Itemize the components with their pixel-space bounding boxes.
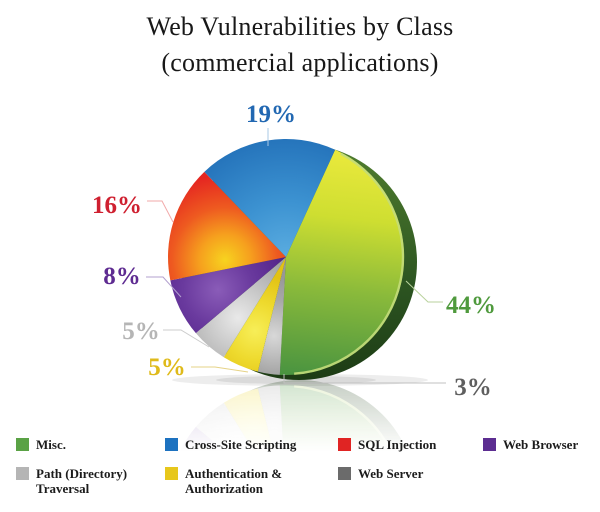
chart-title-line2: (commercial applications) — [161, 48, 439, 77]
chart-title: Web Vulnerabilities by Class (commercial… — [0, 9, 600, 81]
pie-slice-authentication-authorization — [223, 257, 286, 372]
pie-slice-web-browser — [170, 257, 286, 334]
pie-slice-cross-site-scripting — [204, 139, 336, 257]
pie-slice-misc — [279, 149, 405, 376]
leader-line-path-directory-traversal — [163, 329, 210, 348]
pie-body — [168, 139, 417, 380]
leader-line-web-server — [283, 374, 446, 384]
leader-line-sql-injection — [147, 200, 174, 223]
pie-callouts: 44% 3% 5% 5% 8% 16% 19% — [92, 101, 496, 401]
leader-line-misc — [405, 280, 443, 303]
slice-percent-label-misc: 44% — [446, 292, 496, 319]
slice-percent-label-authentication-authorization: 5% — [148, 354, 186, 381]
leader-line-web-browser — [146, 276, 182, 298]
pie-slice-path-directory-traversal — [195, 257, 286, 358]
pie-reflection — [166, 378, 419, 512]
pie-slice-web-server — [257, 257, 286, 375]
chart-title-line1: Web Vulnerabilities by Class — [146, 12, 454, 41]
slice-percent-label-sql-injection: 16% — [92, 192, 142, 219]
slice-percent-label-web-server: 3% — [454, 374, 492, 401]
slice-percent-label-web-browser: 8% — [103, 263, 141, 290]
pie-shadow-inner — [216, 376, 376, 384]
pie-slice-sql-injection — [168, 171, 286, 281]
slice-percent-label-path-directory-traversal: 5% — [122, 318, 160, 345]
pie-gloss-rim — [294, 152, 405, 375]
leader-line-authentication-authorization — [191, 366, 249, 373]
slice-percent-label-cross-site-scripting: 19% — [246, 101, 296, 128]
